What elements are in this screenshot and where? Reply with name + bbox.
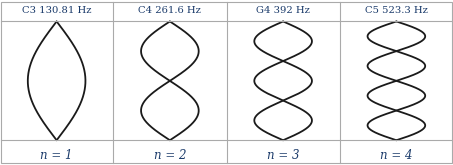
Text: n = 3: n = 3 xyxy=(267,149,299,162)
Text: G4 392 Hz: G4 392 Hz xyxy=(256,6,310,15)
Text: n = 2: n = 2 xyxy=(154,149,186,162)
Text: C3 130.81 Hz: C3 130.81 Hz xyxy=(22,6,92,15)
Text: n = 1: n = 1 xyxy=(40,149,73,162)
Text: C5 523.3 Hz: C5 523.3 Hz xyxy=(365,6,428,15)
Text: C4 261.6 Hz: C4 261.6 Hz xyxy=(139,6,201,15)
Text: n = 4: n = 4 xyxy=(380,149,413,162)
